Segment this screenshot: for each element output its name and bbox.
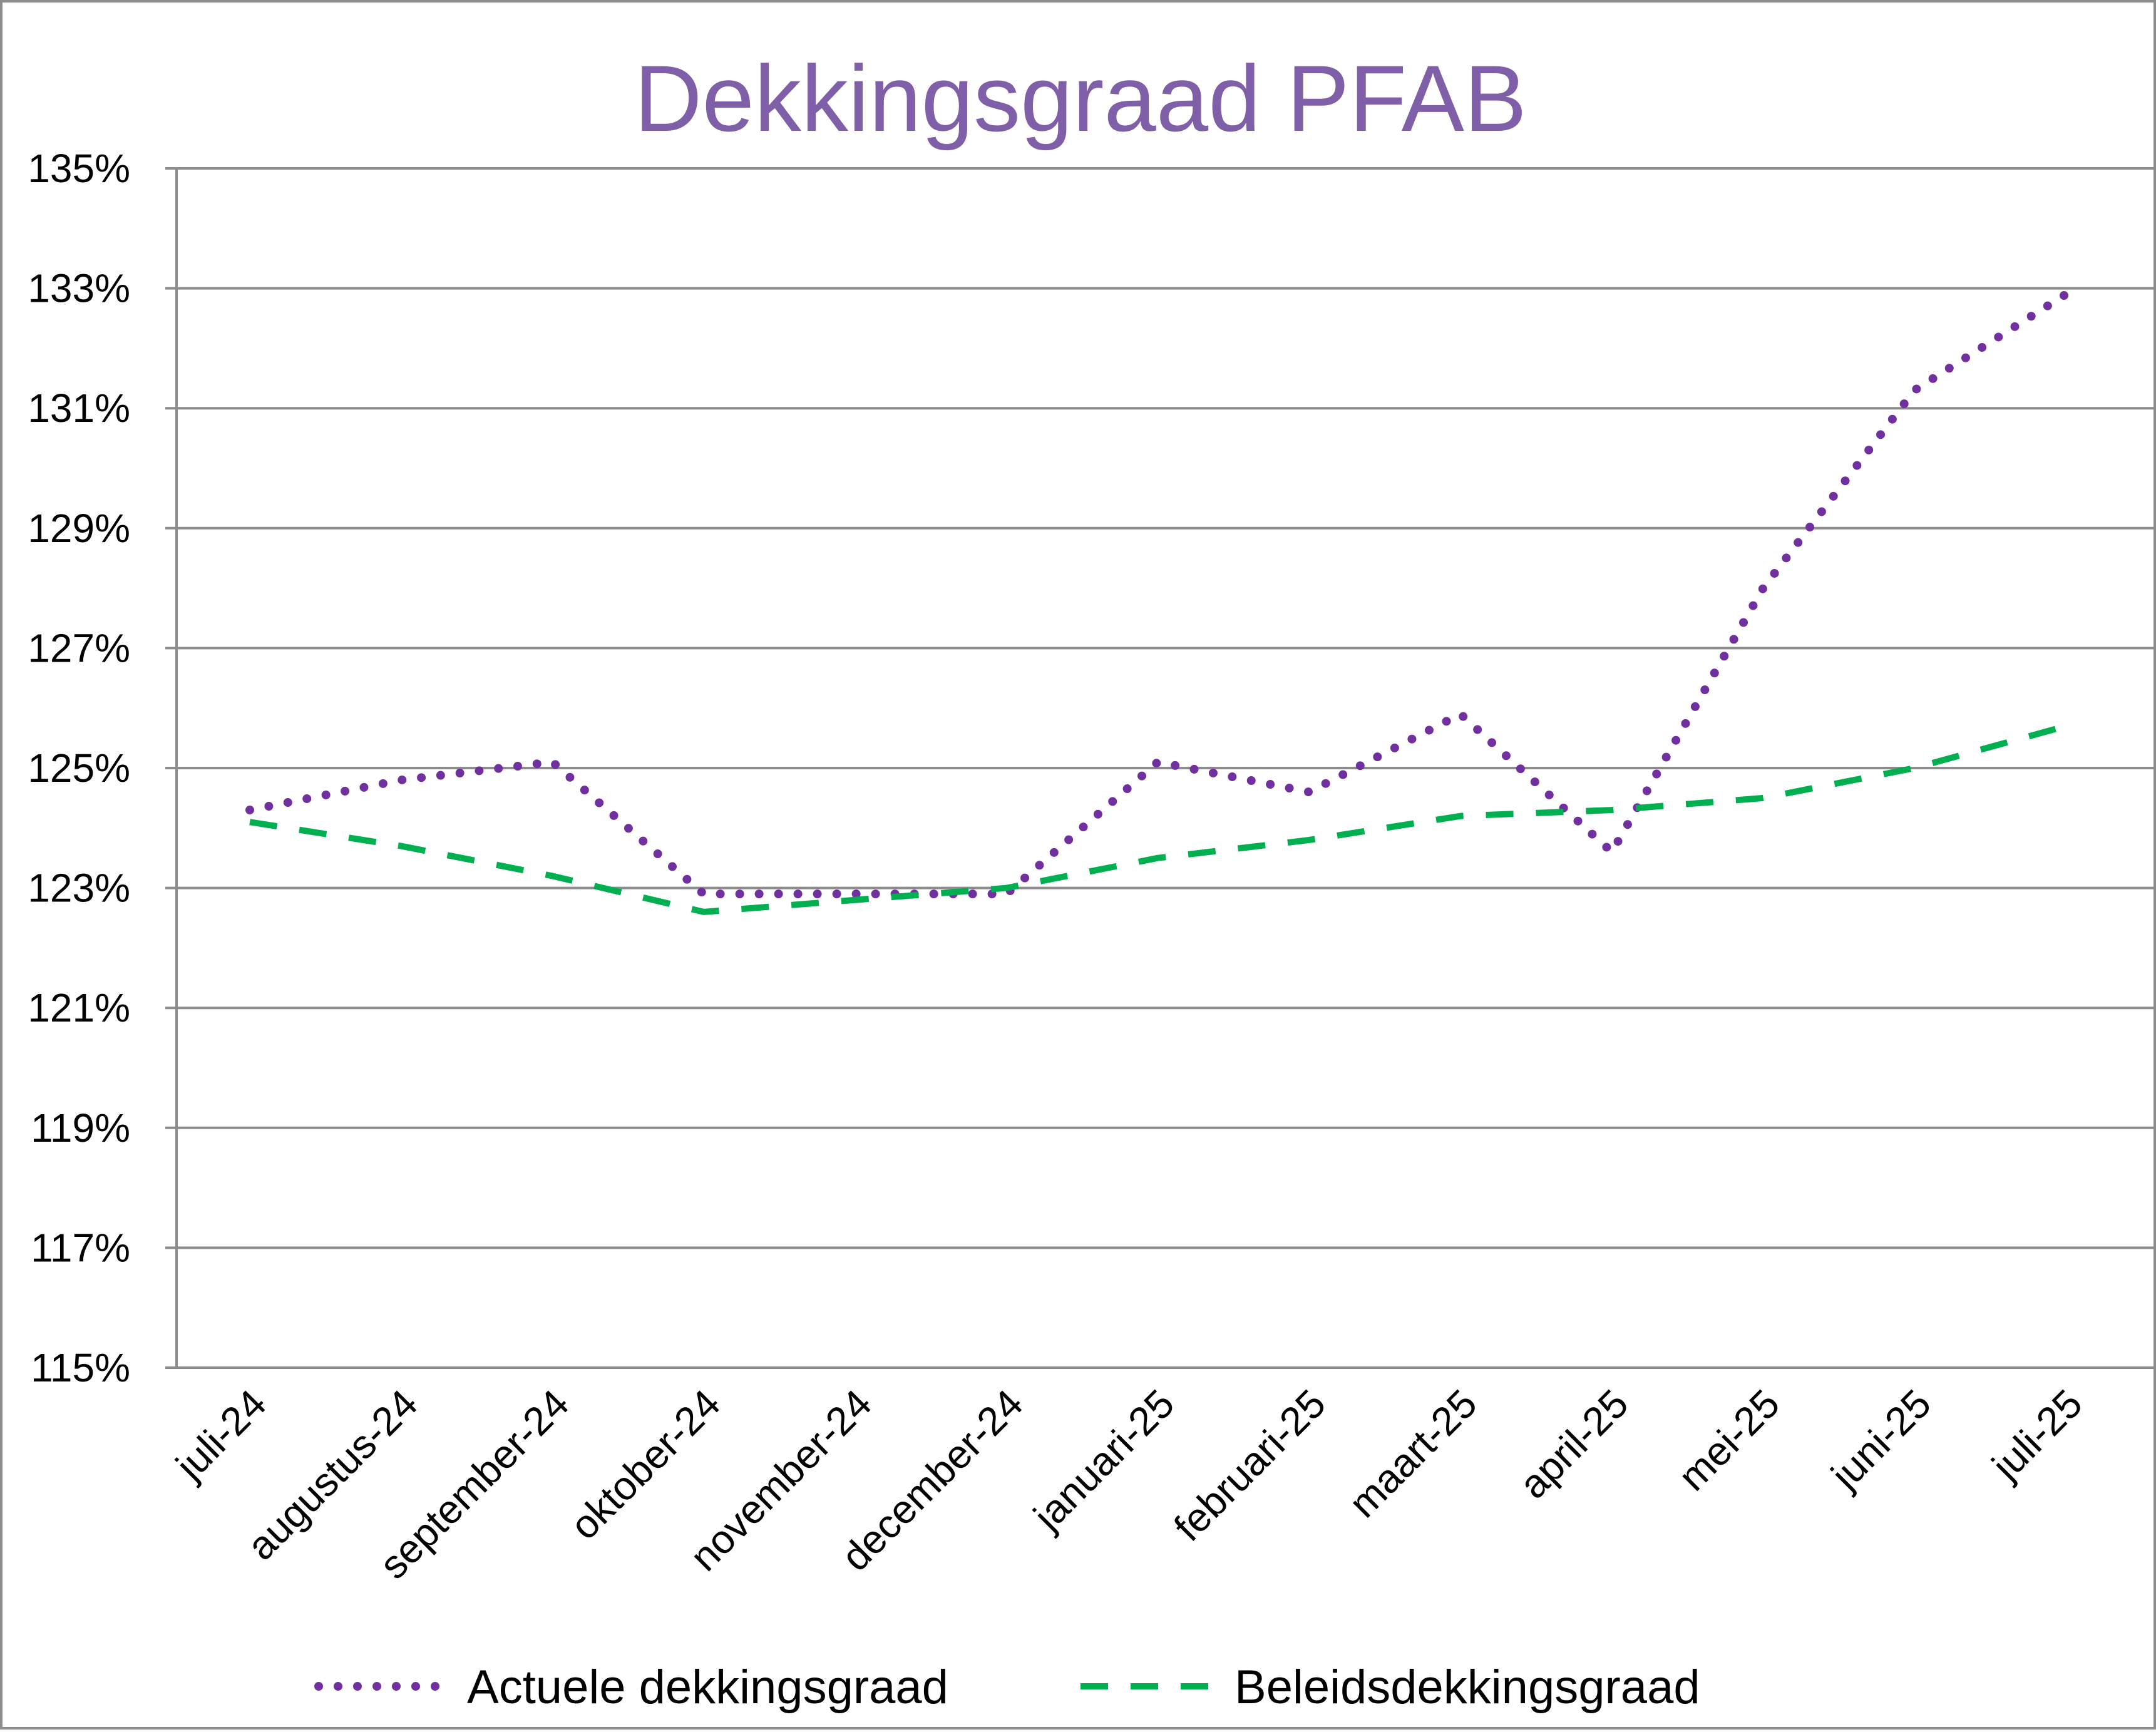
y-tick-label: 129% bbox=[28, 506, 130, 551]
legend-label-beleids: Beleidsdekkingsgraad bbox=[1235, 1661, 1700, 1714]
x-tick-label: juli-24 bbox=[167, 1381, 275, 1489]
y-tick-label: 123% bbox=[28, 866, 130, 911]
gridlines bbox=[177, 167, 2156, 1249]
y-tick-label: 117% bbox=[31, 1225, 130, 1270]
legend: Actuele dekkingsgraad Beleidsdekkingsgra… bbox=[314, 1661, 1700, 1714]
y-tick-label: 127% bbox=[28, 625, 130, 670]
y-tick-label: 115% bbox=[31, 1345, 130, 1390]
series-line-1 bbox=[249, 723, 2067, 915]
y-tick-label: 135% bbox=[28, 146, 130, 191]
x-tick-label: april-25 bbox=[1511, 1381, 1637, 1507]
x-tick-label: januari-25 bbox=[1024, 1381, 1183, 1540]
line-chart: Dekkingsgraad PFAB 115%117%119%121%123%1… bbox=[28, 46, 2156, 1714]
x-tick-label: oktober-24 bbox=[562, 1381, 729, 1548]
series-line-0 bbox=[245, 290, 2070, 899]
x-tick-label: februari-25 bbox=[1165, 1381, 1334, 1550]
y-tick-label: 133% bbox=[28, 266, 130, 311]
y-axis-tick-labels: 115% 117% 119% 121% 123% 125% 127% 129% 131% 133%… bbox=[28, 146, 130, 1390]
x-tick-label: mei-25 bbox=[1670, 1381, 1788, 1499]
legend-label-actuele: Actuele dekkingsgraad bbox=[467, 1661, 948, 1714]
chart-title: Dekkingsgraad PFAB bbox=[634, 46, 1527, 151]
y-tick-label: 125% bbox=[28, 746, 130, 791]
series-layer bbox=[245, 290, 2070, 915]
x-tick-label: juli-25 bbox=[1983, 1381, 2091, 1489]
y-tick-label: 119% bbox=[31, 1105, 130, 1150]
x-tick-label: maart-25 bbox=[1340, 1381, 1486, 1526]
x-axis-tick-labels: juli-24augustus-24september-24oktober-24… bbox=[167, 1381, 2091, 1587]
axes bbox=[165, 167, 2156, 1369]
y-tick-label: 131% bbox=[28, 386, 130, 431]
y-tick-label: 121% bbox=[28, 985, 130, 1030]
x-tick-label: juni-25 bbox=[1822, 1381, 1939, 1499]
